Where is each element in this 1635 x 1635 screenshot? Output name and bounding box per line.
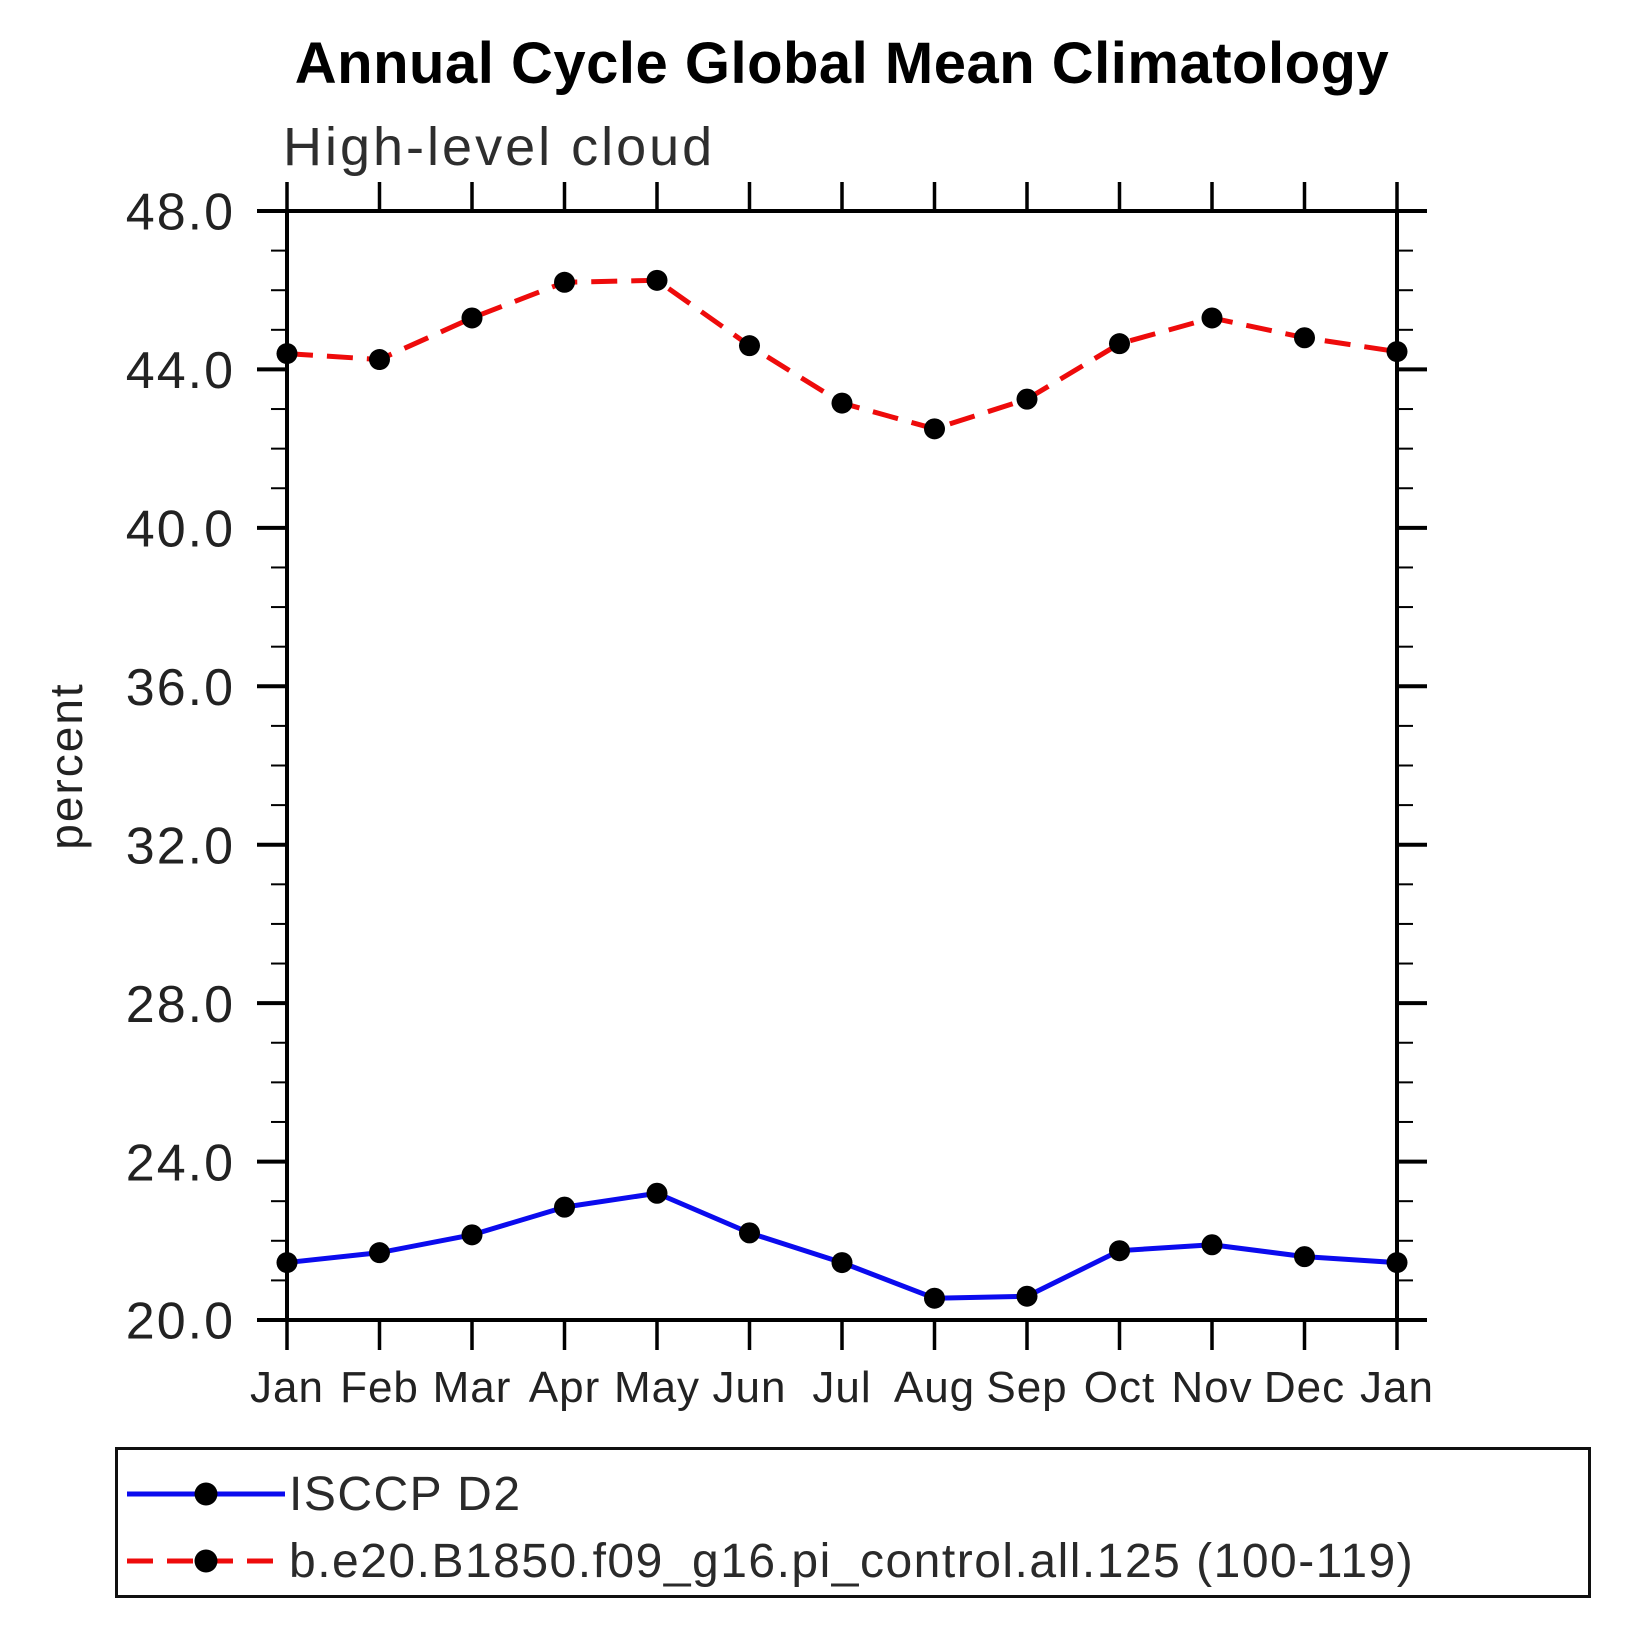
data-point-marker (1386, 1252, 1408, 1274)
data-point-marker (924, 418, 945, 440)
y-axis-tick-label: 28.0 (126, 976, 235, 1034)
data-point-marker (1109, 1240, 1130, 1262)
legend-row-model: b.e20.B1850.f09_g16.pi_control.all.125 (… (118, 1534, 1588, 1588)
data-point-marker (461, 307, 483, 329)
x-axis-tick-label: Feb (340, 1363, 419, 1412)
data-point-marker (1201, 307, 1223, 329)
x-axis-tick-label: Jan (1360, 1363, 1434, 1412)
series-line-0 (286, 1190, 1398, 1301)
data-point-marker (1016, 388, 1038, 410)
legend-marker-icon (194, 1482, 218, 1506)
data-point-marker (924, 1287, 945, 1309)
legend-row-isccp: ISCCP D2 (118, 1467, 1588, 1521)
data-point-marker (276, 1252, 298, 1274)
legend-label-model: b.e20.B1850.f09_g16.pi_control.all.125 (… (289, 1534, 1415, 1588)
data-point-marker (831, 1252, 853, 1274)
legend-marker-icon (194, 1549, 218, 1573)
y-axis-label: percent (40, 682, 92, 849)
data-point-marker (1294, 1246, 1315, 1268)
chart-subtitle: High-level cloud (283, 117, 716, 177)
y-axis-tick-label: 32.0 (126, 817, 235, 875)
legend-line-sample-isccp (127, 1482, 285, 1506)
y-axis-tick-label: 36.0 (126, 659, 235, 717)
legend-label-isccp: ISCCP D2 (289, 1467, 522, 1521)
data-point-marker (1109, 333, 1130, 355)
x-axis-tick-label: Jan (250, 1363, 324, 1412)
data-point-marker (646, 1182, 668, 1204)
y-axis-tick-label: 44.0 (126, 342, 235, 400)
data-point-marker (554, 271, 575, 293)
legend-box: ISCCP D2 b.e20.B1850.f09_g16.pi_control.… (115, 1447, 1591, 1598)
y-axis-tick-label: 40.0 (126, 501, 235, 559)
x-axis-tick-label: Oct (1084, 1363, 1155, 1412)
data-point-marker (739, 335, 760, 357)
x-axis-tick-label: Mar (433, 1363, 512, 1412)
data-point-marker (1294, 327, 1315, 349)
x-axis-tick-label: Jul (812, 1363, 871, 1412)
x-axis-tick-label: Apr (529, 1363, 600, 1412)
data-point-marker (1201, 1234, 1223, 1256)
x-axis-tick-label: Nov (1171, 1363, 1252, 1412)
data-point-marker (461, 1224, 483, 1246)
x-axis-tick-label: May (614, 1363, 700, 1412)
data-point-marker (276, 343, 298, 365)
data-point-marker (1386, 341, 1408, 363)
legend-line-sample-model (127, 1549, 285, 1573)
x-axis-tick-label: Dec (1264, 1363, 1345, 1412)
y-axis-tick-label: 48.0 (126, 184, 235, 242)
data-point-marker (646, 269, 668, 291)
plot-border (285, 209, 1399, 1322)
data-point-marker (554, 1196, 575, 1218)
data-point-marker (831, 392, 853, 414)
y-axis-tick-label: 24.0 (126, 1134, 235, 1192)
data-point-marker (739, 1222, 760, 1244)
x-axis-tick-label: Aug (894, 1363, 975, 1412)
data-point-marker (369, 1242, 390, 1264)
page-title: Annual Cycle Global Mean Climatology (294, 31, 1390, 96)
x-axis-tick-label: Jun (713, 1363, 787, 1412)
y-axis-tick-label: 20.0 (126, 1293, 235, 1351)
data-point-marker (369, 349, 390, 371)
data-point-marker (1016, 1285, 1038, 1307)
x-axis-tick-label: Sep (986, 1363, 1067, 1412)
